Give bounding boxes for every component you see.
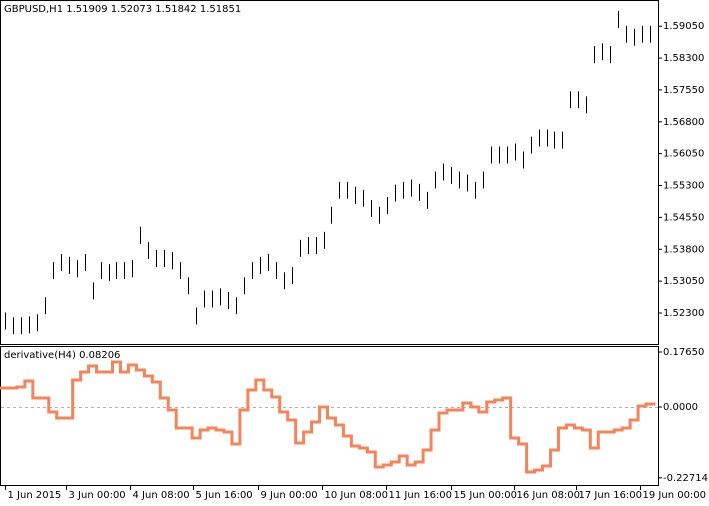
x-tick-label: 11 Jun 16:00 — [389, 490, 453, 501]
x-tick-label: 15 Jun 00:00 — [454, 490, 518, 501]
y-tick-label: 1.52300 — [663, 308, 704, 319]
x-tick-label: 3 Jun 00:00 — [69, 490, 126, 501]
y-tick-label: 1.58300 — [663, 53, 704, 64]
y-tick-label: 1.55300 — [663, 181, 704, 192]
x-tick-label: 17 Jun 16:00 — [579, 490, 643, 501]
y-tick-label: 1.57550 — [663, 85, 704, 96]
x-tick-label: 1 Jun 2015 — [8, 490, 62, 501]
price-title: GBPUSD,H1 1.51909 1.52073 1.51842 1.5185… — [4, 4, 241, 15]
indicator-title: derivative(H4) 0.08206 — [4, 350, 120, 361]
x-tick-label: 4 Jun 08:00 — [133, 490, 190, 501]
y-tick-label: 1.53800 — [663, 244, 704, 255]
y-tick-label: 1.56050 — [663, 149, 704, 160]
y-tick-label: 0.0000 — [663, 402, 698, 413]
price-pane — [0, 0, 659, 345]
y-tick-label: 0.17650 — [663, 347, 704, 358]
y-tick-label: 1.53050 — [663, 276, 704, 287]
x-tick-label: 19 Jun 00:00 — [643, 490, 707, 501]
x-tick-label: 9 Jun 00:00 — [261, 490, 318, 501]
y-tick-label: 1.54550 — [663, 212, 704, 223]
x-tick-label: 10 Jun 08:00 — [325, 490, 389, 501]
indicator-pane — [0, 346, 659, 486]
x-tick-label: 5 Jun 16:00 — [196, 490, 253, 501]
y-tick-label: 1.56800 — [663, 117, 704, 128]
y-tick-label: -0.22714 — [663, 473, 708, 484]
y-tick-label: 1.59050 — [663, 21, 704, 32]
x-tick-label: 16 Jun 08:00 — [517, 490, 581, 501]
